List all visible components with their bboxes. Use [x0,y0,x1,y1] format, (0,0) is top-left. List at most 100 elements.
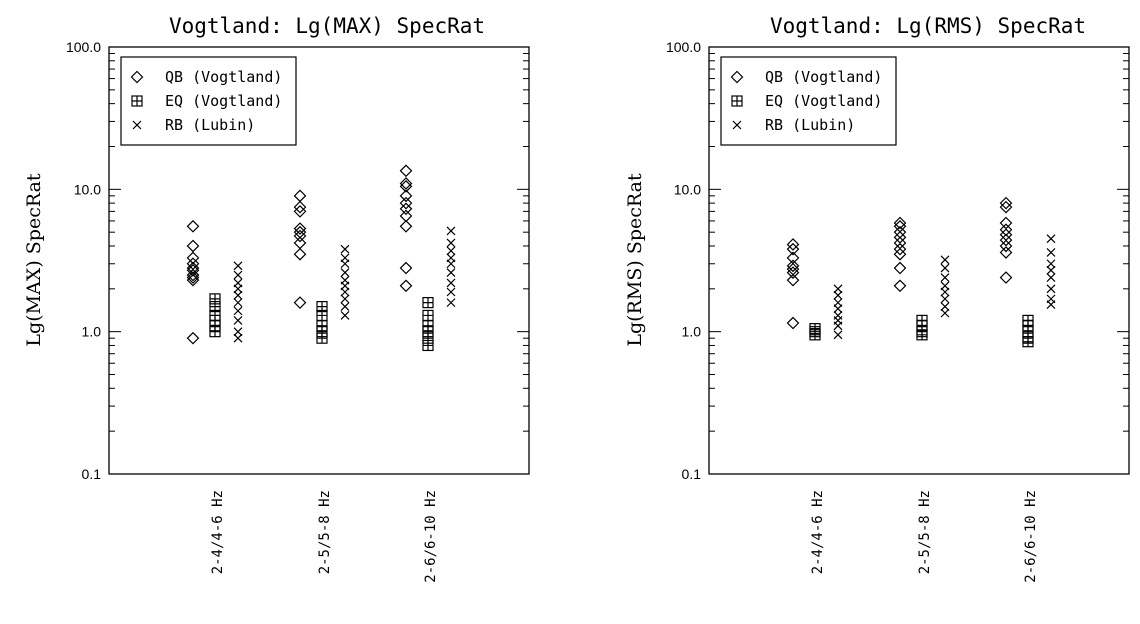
data-point-qb [293,205,307,218]
chart-panel-lg-max: Vogtland: Lg(MAX) SpecRat Lg(MAX) SpecRa… [23,14,530,583]
data-point-qb [999,271,1013,284]
data-point-rb [833,330,843,340]
data-point-eq [316,320,328,332]
data-point-rb [446,268,456,278]
data-point-rb [233,315,243,325]
data-point-rb [233,327,243,337]
y-axis-label: Lg(MAX) SpecRat [23,173,45,346]
data-point-qb [399,219,413,233]
legend-entry-qb: QB (Vogtland) [765,68,882,86]
data-point-qb [999,216,1013,230]
data-point-eq [916,314,928,326]
data-point-qb [786,262,800,276]
data-point-rb [340,294,350,304]
legend-marker-rb [732,120,742,130]
data-point-qb [999,223,1013,237]
data-point-rb [340,287,350,297]
data-point-qb [293,247,307,261]
legend-entry-eq: EQ (Vogtland) [165,92,282,110]
data-point-qb [186,219,200,233]
data-point-eq [209,293,221,305]
data-point-qb [186,331,200,345]
data-point-qb [786,273,800,287]
data-point-qb [999,196,1013,210]
data-point-qb [999,228,1013,242]
data-point-qb [186,257,200,271]
data-point-rb [446,246,456,256]
y-tick-label: 10.0 [674,181,701,197]
data-point-rb [446,253,456,263]
data-point-rb [233,298,243,308]
data-point-rb [1046,273,1056,282]
data-point-qb [399,196,413,210]
y-tick-label: 0.1 [682,466,702,482]
y-tick-label: 100.0 [66,39,101,55]
legend-entry-rb: RB (Lubin) [765,116,855,134]
data-point-rb [446,226,456,236]
data-point-rb [940,255,950,265]
data-point-eq [422,297,434,309]
data-point-rb [340,275,350,285]
data-point-rb [233,270,243,280]
data-point-qb [999,239,1013,253]
data-point-qb [786,238,800,251]
x-category-label: 2-6/6-10 Hz [1023,490,1039,583]
series-eq [809,314,1034,348]
data-point-rb [446,287,456,297]
data-point-qb [786,316,800,330]
data-point-qb [293,229,307,243]
data-point-rb [1046,234,1056,244]
data-point-rb [233,261,243,271]
x-category-label: 2-5/5-8 Hz [917,490,933,574]
data-point-rb [833,311,843,320]
data-point-qb [186,271,200,284]
data-point-qb [186,239,200,253]
series-rb [833,234,1056,340]
data-point-qb [999,233,1013,247]
data-point-qb [293,236,307,250]
series-qb [186,164,413,345]
data-point-rb [940,308,950,318]
series-rb [233,226,456,343]
data-point-rb [446,298,456,308]
chart-title: Vogtland: Lg(RMS) SpecRat [770,14,1086,38]
data-point-qb [399,279,413,293]
data-point-qb [399,209,413,223]
data-point-qb [399,177,413,190]
x-category-label: 2-4/4-6 Hz [210,490,226,574]
data-point-rb [233,278,243,288]
data-point-eq [422,309,434,322]
data-point-eq [316,301,328,313]
data-point-rb [940,273,950,282]
data-point-rb [340,302,350,312]
data-point-qb [399,261,413,275]
x-category-label: 2-6/6-10 Hz [423,490,439,583]
legend-entry-qb: QB (Vogtland) [165,68,282,86]
legend-box [720,56,897,146]
data-point-qb [293,200,307,214]
data-point-rb [446,278,456,288]
data-point-eq [422,320,434,332]
y-tick-label: 100.0 [666,39,701,55]
data-point-qb [893,216,907,230]
data-point-rb [233,333,243,343]
legend-marker-eq [131,95,143,107]
data-point-rb [940,302,950,312]
data-point-qb [786,259,800,273]
data-point-qb [893,230,907,244]
y-axis-label: Lg(RMS) SpecRat [624,173,646,347]
data-point-eq [809,323,821,335]
data-point-qb [893,279,907,293]
data-point-qb [399,189,413,203]
y-tick-label: 1.0 [82,324,102,340]
data-point-rb [340,311,350,320]
y-axis-ticks [109,46,529,475]
y-tick-label: 0.1 [82,466,102,482]
data-point-rb [1046,248,1056,257]
data-point-qb [893,225,907,239]
data-point-qb [893,236,907,250]
data-point-qb [186,263,200,277]
data-point-qb [293,225,307,239]
data-point-rb [833,298,843,308]
data-point-qb [786,242,800,256]
